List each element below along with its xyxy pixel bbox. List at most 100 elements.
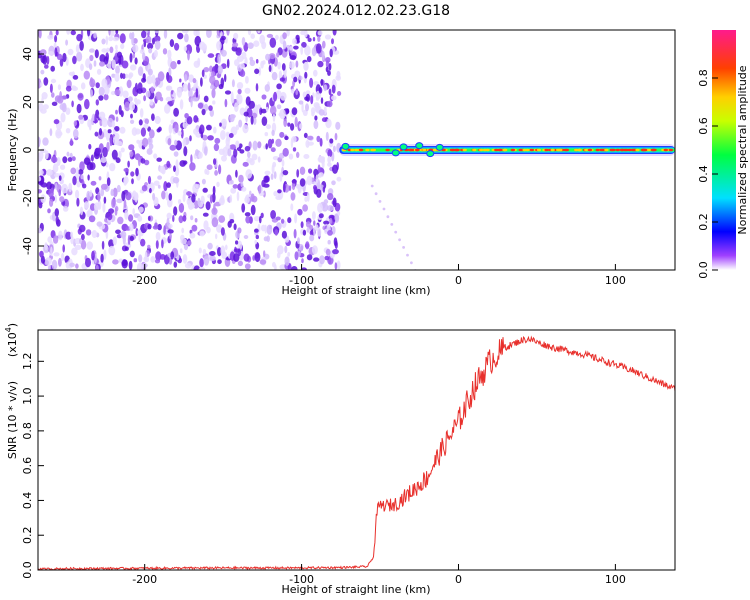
noise-speck — [218, 215, 226, 223]
noise-speck — [72, 75, 79, 80]
noise-speck — [164, 104, 171, 114]
noise-speck — [152, 225, 159, 230]
noise-speck — [275, 34, 279, 41]
noise-speck — [187, 240, 192, 246]
noise-speck — [55, 216, 59, 225]
noise-speck — [165, 96, 172, 102]
noise-speck — [141, 185, 148, 192]
noise-speck — [173, 206, 178, 216]
noise-speck — [289, 46, 293, 51]
noise-speck — [207, 53, 215, 58]
noise-speck — [111, 120, 116, 128]
noise-speck — [325, 118, 332, 129]
noise-speck — [314, 115, 318, 121]
noise-speck — [120, 43, 125, 50]
noise-speck — [301, 258, 304, 264]
noise-speck — [40, 182, 48, 188]
noise-speck — [101, 117, 108, 128]
noise-speck — [112, 36, 120, 42]
noise-speck — [127, 160, 130, 168]
noise-speck — [72, 175, 77, 186]
noise-speck — [305, 241, 310, 250]
noise-speck — [291, 179, 297, 184]
noise-speck — [174, 42, 180, 51]
noise-speck — [191, 97, 199, 102]
noise-speck — [226, 30, 230, 36]
noise-speck — [39, 49, 47, 56]
noise-speck — [130, 119, 135, 125]
noise-speck — [149, 187, 152, 194]
noise-speck — [238, 119, 243, 128]
noise-speck — [305, 103, 309, 112]
noise-speck — [51, 259, 58, 270]
noise-speck — [125, 73, 129, 79]
noise-speck — [254, 252, 261, 263]
noise-speck — [270, 210, 276, 220]
band-peak — [650, 148, 656, 152]
noise-speck — [155, 240, 159, 249]
noise-speck — [313, 220, 316, 226]
noise-speck — [157, 223, 162, 231]
noise-speck — [103, 196, 107, 204]
noise-speck — [137, 66, 144, 76]
noise-speck — [327, 239, 331, 245]
noise-speck — [205, 201, 211, 211]
noise-speck — [95, 82, 100, 89]
noise-speck — [242, 161, 249, 167]
noise-speck — [86, 241, 93, 250]
noise-speck — [93, 32, 97, 39]
noise-speck — [76, 51, 83, 62]
noise-speck — [58, 175, 62, 181]
noise-speck — [175, 159, 179, 170]
noise-speck — [328, 88, 332, 96]
noise-speck — [203, 255, 210, 266]
noise-speck — [230, 126, 238, 136]
noise-speck — [58, 189, 61, 197]
noise-speck — [202, 212, 209, 217]
noise-speck — [209, 251, 216, 256]
noise-speck — [301, 102, 304, 113]
noise-speck — [269, 105, 277, 115]
noise-speck — [300, 221, 304, 229]
noise-speck — [126, 79, 132, 89]
noise-speck — [53, 119, 60, 125]
noise-speck — [115, 44, 118, 50]
noise-speck — [127, 96, 133, 102]
noise-speck — [323, 199, 329, 205]
noise-speck — [305, 93, 311, 102]
noise-speck — [217, 65, 223, 75]
noise-speck — [176, 87, 183, 98]
noise-speck — [133, 258, 138, 263]
noise-speck — [237, 227, 242, 234]
band-peak — [529, 148, 534, 152]
band-peak — [564, 148, 569, 152]
noise-speck — [94, 49, 99, 59]
noise-speck — [129, 250, 135, 258]
noise-speck — [218, 164, 222, 175]
y-tick-label: 40 — [21, 47, 34, 61]
noise-speck — [232, 42, 239, 48]
noise-speck — [163, 225, 166, 236]
noise-speck — [101, 38, 106, 45]
noise-speck — [79, 206, 84, 216]
noise-speck — [331, 84, 336, 94]
noise-speck — [212, 192, 216, 203]
noise-speck — [300, 46, 304, 55]
noise-speck — [101, 240, 105, 250]
noise-speck — [65, 231, 72, 240]
noise-speck — [280, 218, 285, 224]
noise-speck — [317, 30, 323, 36]
noise-speck — [244, 196, 250, 204]
noise-speck — [273, 91, 278, 102]
noise-speck — [47, 208, 51, 214]
noise-speck — [207, 135, 214, 141]
noise-speck — [135, 167, 139, 177]
noise-speck — [137, 215, 143, 222]
noise-trace-dot — [402, 246, 405, 249]
noise-speck — [290, 203, 294, 211]
noise-speck — [111, 198, 116, 209]
snr-frame — [37, 329, 676, 571]
colorbar-tick-label: 0.0 — [697, 261, 710, 279]
noise-speck — [231, 79, 235, 88]
noise-speck — [128, 73, 133, 79]
